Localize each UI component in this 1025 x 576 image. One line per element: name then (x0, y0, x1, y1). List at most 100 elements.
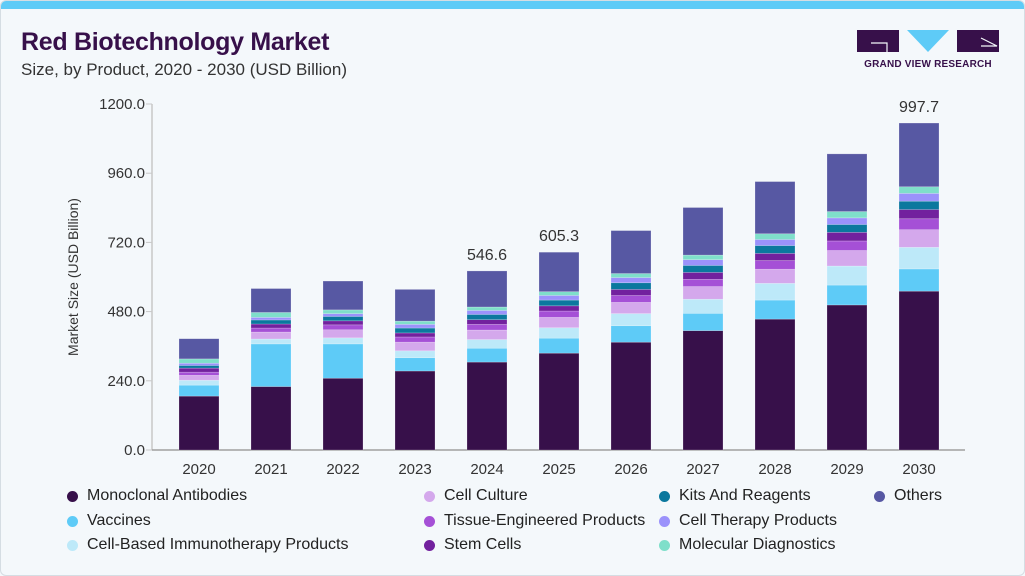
bar-segment-stem-cells-2027 (682, 272, 724, 280)
bar-segment-monoclonal-antibodies-2028 (754, 318, 796, 451)
legend-label: Cell Culture (444, 487, 528, 504)
bar-segment-cell-culture-2029 (826, 250, 868, 267)
bar-segment-vaccines-2020 (178, 384, 220, 397)
bar-segment-cell-based-immunotherapy-products-2028 (754, 283, 796, 301)
bar-segment-cell-culture-2020 (178, 375, 220, 381)
bar-segment-stem-cells-2030 (898, 209, 940, 220)
bar-segment-molecular-diagnostics-2026 (610, 273, 652, 278)
x-tick-label: 2020 (182, 461, 215, 478)
bar-segment-kits-and-reagents-2022 (322, 316, 364, 322)
bar-segment-vaccines-2027 (682, 313, 724, 331)
bar-segment-monoclonal-antibodies-2021 (250, 386, 292, 451)
x-tick-label: 2023 (398, 461, 431, 478)
bar-segment-kits-and-reagents-2029 (826, 224, 868, 233)
bar-segment-tissue-engineered-products-2020 (178, 371, 220, 376)
legend-item: Vaccines (67, 512, 151, 530)
bar-segment-monoclonal-antibodies-2027 (682, 330, 724, 451)
bar-segment-tissue-engineered-products-2027 (682, 279, 724, 287)
bar-segment-stem-cells-2024 (466, 319, 508, 325)
bar-segment-cell-based-immunotherapy-products-2020 (178, 379, 220, 386)
bar-segment-vaccines-2023 (394, 357, 436, 372)
bar-segment-vaccines-2021 (250, 343, 292, 387)
legend-swatch (67, 515, 78, 527)
bar-segment-others-2020 (178, 338, 220, 360)
y-tick-label: 1200.0 (99, 96, 145, 113)
bar-segment-stem-cells-2025 (538, 305, 580, 312)
bar-segment-cell-culture-2024 (466, 329, 508, 340)
bar-segment-stem-cells-2023 (394, 332, 436, 338)
legend-swatch (67, 490, 78, 502)
bar-segment-cell-culture-2030 (898, 229, 940, 248)
bar-segment-stem-cells-2029 (826, 232, 868, 242)
bar-segment-molecular-diagnostics-2029 (826, 211, 868, 219)
bar-segment-cell-based-immunotherapy-products-2022 (322, 337, 364, 345)
chart-subtitle: Size, by Product, 2020 - 2030 (USD Billi… (21, 60, 347, 79)
legend-swatch (659, 490, 670, 502)
bar-segment-cell-culture-2027 (682, 286, 724, 300)
bar-segment-kits-and-reagents-2030 (898, 200, 940, 210)
bar-segment-cell-culture-2021 (250, 331, 292, 340)
y-tick-label: 720.0 (107, 234, 145, 251)
legend-label: Others (894, 487, 943, 504)
legend-swatch (67, 539, 78, 551)
bar-segment-tissue-engineered-products-2021 (250, 327, 292, 333)
bar-segment-molecular-diagnostics-2030 (898, 186, 940, 194)
legend-label: Kits And Reagents (679, 487, 811, 504)
bar-segment-cell-therapy-products-2030 (898, 193, 940, 202)
legend-swatch (659, 515, 670, 527)
legend-item: Kits And Reagents (659, 487, 811, 505)
legend-swatch (874, 490, 885, 502)
x-tick-label: 2029 (830, 461, 863, 478)
bar-segment-molecular-diagnostics-2023 (394, 320, 436, 325)
bar-segment-monoclonal-antibodies-2030 (898, 290, 940, 451)
y-tick-label: 0.0 (124, 442, 145, 459)
bar-segment-stem-cells-2021 (250, 323, 292, 329)
bar-segment-molecular-diagnostics-2021 (250, 312, 292, 318)
bar-segment-cell-culture-2022 (322, 329, 364, 339)
bar-segment-kits-and-reagents-2027 (682, 265, 724, 273)
bar-segment-molecular-diagnostics-2025 (538, 291, 580, 296)
bar-segment-kits-and-reagents-2025 (538, 299, 580, 307)
bar-total-label: 997.7 (899, 99, 939, 116)
bar-segment-cell-therapy-products-2021 (250, 317, 292, 321)
bar-segment-cell-culture-2023 (394, 341, 436, 352)
bar-segment-tissue-engineered-products-2026 (610, 295, 652, 303)
bar-segment-cell-culture-2028 (754, 268, 796, 284)
bar-segment-others-2023 (394, 289, 436, 322)
bar-segment-kits-and-reagents-2026 (610, 282, 652, 290)
bar-segment-tissue-engineered-products-2024 (466, 323, 508, 331)
bar-segment-others-2025 (538, 251, 580, 293)
legend-item: Others (874, 487, 942, 505)
bar-segment-tissue-engineered-products-2028 (754, 260, 796, 270)
x-tick-label: 2022 (326, 461, 359, 478)
bar-segment-cell-based-immunotherapy-products-2026 (610, 313, 652, 327)
bar-segment-kits-and-reagents-2023 (394, 327, 436, 334)
bar-segment-others-2024 (466, 270, 508, 308)
bar-segment-others-2030 (898, 122, 940, 188)
bar-segment-molecular-diagnostics-2020 (178, 358, 220, 364)
bar-segment-monoclonal-antibodies-2025 (538, 352, 580, 451)
bar-segment-monoclonal-antibodies-2020 (178, 395, 220, 451)
bar-segment-cell-therapy-products-2026 (610, 277, 652, 284)
legend-label: Cell-Based Immunotherapy Products (87, 536, 349, 553)
bar-segment-molecular-diagnostics-2028 (754, 233, 796, 240)
logo-text: GRAND VIEW RESEARCH (864, 59, 992, 70)
bar-segment-molecular-diagnostics-2022 (322, 309, 364, 314)
legend-swatch (659, 539, 670, 551)
bar-segment-stem-cells-2028 (754, 253, 796, 261)
x-tick-label: 2030 (902, 461, 935, 478)
legend-swatch (424, 490, 435, 502)
bar-segment-kits-and-reagents-2024 (466, 314, 508, 320)
bar-segment-cell-therapy-products-2028 (754, 239, 796, 246)
bar-segment-others-2028 (754, 181, 796, 235)
legend-label: Molecular Diagnostics (679, 536, 836, 553)
bar-segment-cell-therapy-products-2027 (682, 259, 724, 266)
legend-label: Vaccines (87, 512, 151, 529)
bar-total-label: 546.6 (467, 247, 507, 264)
bar-segment-cell-based-immunotherapy-products-2024 (466, 339, 508, 349)
legend-item: Stem Cells (424, 536, 521, 554)
bar-segment-stem-cells-2020 (178, 367, 220, 373)
bar-segment-vaccines-2030 (898, 268, 940, 292)
legend-item: Tissue-Engineered Products (424, 512, 645, 530)
y-tick-label: 480.0 (107, 304, 145, 321)
